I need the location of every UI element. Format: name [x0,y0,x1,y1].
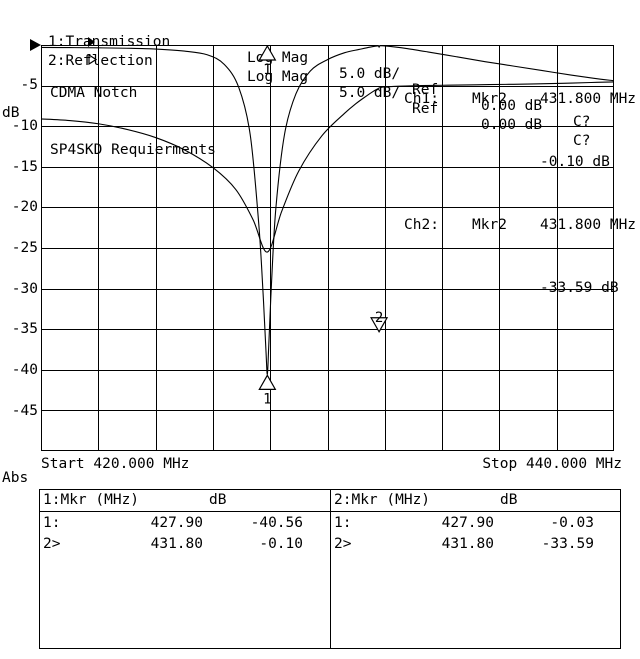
sweep-start-label[interactable]: Start 420.000 MHz [41,456,190,472]
graph-title-block: CDMA Notch SP4SKD Requierments [50,46,216,179]
channel-2-format: Log Mag [247,69,309,85]
marker-table-2-row-1-id: 2> [334,536,352,552]
marker-table-1-row-0-id: 1: [43,515,61,531]
marker-table-2-row-1-freq: 431.80 [441,536,494,552]
marker-table-2-row-0-id: 1: [334,515,352,531]
marker-table-2-row-0-freq: 427.90 [441,515,494,531]
channel-header: 1:Transmission Log Mag 5.0 dB/ Ref 0.00 … [0,0,640,149]
marker-table-2-header-title: 2:Mkr (MHz) [334,492,431,508]
y-tick-label-minus15: -15 [11,159,38,175]
marker-table-2-row-1-value: -33.59 [541,536,594,552]
channel-1-active-marker-icon [36,18,96,66]
channel-2-correction: C? [573,133,591,149]
marker-table-1-row-0-freq: 427.90 [150,515,203,531]
table-row[interactable]: 1: 427.90 -0.03 [334,513,620,534]
marker-readout-ch2-channel: Ch2: [404,217,439,233]
marker-readout-row-ch2-value: -33.59 dB [404,278,640,299]
sweep-stop-label[interactable]: Stop 440.000 MHz [482,456,622,472]
marker-readout-ch1-value: -0.10 dB [540,154,610,170]
sweep-range-bar: Start 420.000 MHz Stop 440.000 MHz [0,456,640,476]
channel-1-scale: 5.0 dB/ [339,66,401,82]
marker-readout-ch1-marker: Mkr2 [472,91,507,107]
trace-transmission [41,45,614,375]
marker-2-ch1-triangle-icon[interactable] [371,45,387,49]
marker-table-2-row-0-value: -0.03 [550,515,594,531]
marker-table-channel-2: 2:Mkr (MHz) dB 1: 427.90 -0.03 2> 431.80 -33.… [330,490,620,648]
y-tick-label-minus35: -35 [11,321,38,337]
marker-2-ch2-label: 2 [375,310,383,326]
marker-table-1-header-unit: dB [209,492,227,508]
y-axis: dB -5 -10 -15 -20 -25 -30 -35 -40 -45 Ab… [0,45,41,486]
table-row[interactable]: 2> 431.80 -0.10 [43,534,330,555]
marker-table-2-header: 2:Mkr (MHz) dB [331,490,620,512]
marker-1-ch2-triangle-icon[interactable] [258,45,277,61]
marker-readout-row-ch1-value: -0.10 dB [404,152,640,173]
trace-reflection [41,81,614,253]
trace-graph[interactable]: 1122 [41,45,614,451]
marker-table-channel-1: 1:Mkr (MHz) dB 1: 427.90 -40.56 2> 431.80 -0.… [40,490,330,648]
graph-title-line-1: CDMA Notch [50,85,138,101]
marker-readout-ch2-freq: 431.800 MHz [540,217,637,233]
channel-2-ref-label: Ref [412,101,439,117]
channel-2-name: Reflection [65,53,153,69]
channel-2-active-marker-icon [36,37,98,85]
graph-title-line-2: SP4SKD Requierments [50,142,216,158]
y-tick-label-minus25: -25 [11,240,38,256]
marker-table-1-row-0-value: -40.56 [250,515,303,531]
y-tick-label-minus40: -40 [11,362,38,378]
y-tick-label-minus30: -30 [11,281,38,297]
marker-1-ch2-label: 1 [263,62,271,78]
marker-readout-row-ch1: Ch1: Mkr2 431.800 MHz [404,89,640,110]
graticule-grid [41,45,614,451]
marker-readout-ch1-freq: 431.800 MHz [540,91,637,107]
y-tick-label-minus5: -5 [20,77,38,93]
channel-1-line: 1:Transmission Log Mag 5.0 dB/ Ref 0.00 … [0,2,640,130]
marker-2-ch2-triangle-icon[interactable] [370,317,389,333]
y-tick-label-minus20: -20 [11,199,38,215]
y-tick-label-minus45: -45 [11,403,38,419]
channel-2-id: 2: [48,53,66,69]
marker-table-1-row-1-value: -0.10 [259,536,303,552]
marker-readout-ch2-value: -33.59 dB [540,280,619,296]
channel-2-scale: 5.0 dB/ [339,85,401,101]
marker-readout-panel: Ch1: Mkr2 431.800 MHz -0.10 dB Ch2: Mkr2 431… [404,47,640,320]
marker-readout-ch1-channel: Ch1: [404,91,439,107]
reference-position-marker-icon [30,39,41,51]
table-row[interactable]: 2> 431.80 -33.59 [334,534,620,555]
marker-tables: 1:Mkr (MHz) dB 1: 427.90 -40.56 2> 431.80 -0.… [39,489,621,649]
channel-2-line: 2:Reflection Log Mag 5.0 dB/ Ref 0.00 dB… [0,21,640,149]
marker-1-ch1-triangle-icon[interactable] [258,374,277,390]
channel-2-ref-value: 0.00 dB [481,117,543,133]
y-axis-unit-label: dB [2,105,20,121]
channel-2-id-and-name: 2:Reflection [48,53,153,69]
y-axis-mode-label: Abs [2,470,29,486]
trace-layer: 1122 [41,45,614,407]
marker-table-1-header: 1:Mkr (MHz) dB [40,490,330,512]
y-tick-label-minus10: -10 [11,118,38,134]
marker-readout-ch2-marker: Mkr2 [472,217,507,233]
table-row[interactable]: 1: 427.90 -40.56 [43,513,330,534]
marker-table-1-row-1-id: 2> [43,536,61,552]
marker-table-1-header-title: 1:Mkr (MHz) [43,492,140,508]
marker-table-2-header-unit: dB [500,492,518,508]
marker-table-1-row-1-freq: 431.80 [150,536,203,552]
channel-1-ref-value: 0.00 dB [481,98,543,114]
marker-readout-row-ch2: Ch2: Mkr2 431.800 MHz [404,215,640,236]
marker-1-ch1-label: 1 [263,391,271,407]
